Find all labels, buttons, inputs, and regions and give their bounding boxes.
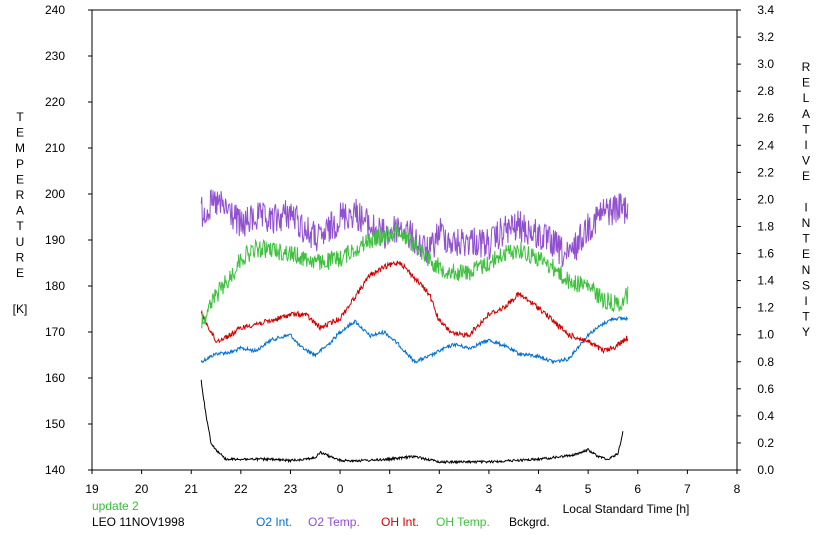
series-layer — [200, 189, 629, 465]
x-tick-label: 3 — [486, 482, 493, 496]
x-tick-label: 5 — [585, 482, 592, 496]
right-tick-label: 0.8 — [757, 355, 774, 369]
right-tick-label: 1.0 — [757, 328, 774, 342]
legend-item: O2 Temp. — [308, 515, 360, 529]
right-tick-label: 0.6 — [757, 382, 774, 396]
axis-title-letter: S — [802, 278, 810, 292]
left-tick-label: 240 — [45, 3, 65, 17]
right-tick-label: 3.4 — [757, 3, 774, 17]
right-tick-label: 1.6 — [757, 247, 774, 261]
axis-title-letter: L — [803, 91, 810, 105]
x-tick-label: 0 — [337, 482, 344, 496]
left-tick-label: 160 — [45, 371, 65, 385]
axis-title-letter: E — [16, 172, 24, 186]
right-tick-label: 3.2 — [757, 30, 774, 44]
left-tick-label: 190 — [45, 233, 65, 247]
legend-item: OH Temp. — [436, 515, 490, 529]
right-tick-label: 2.2 — [757, 165, 774, 179]
axis-title-letter: R — [802, 60, 811, 74]
left-tick-label: 170 — [45, 325, 65, 339]
axis-title-letter: M — [15, 141, 25, 155]
right-tick-label: 2.4 — [757, 138, 774, 152]
series-line-o2-temp — [200, 189, 629, 267]
left-tick-label: 150 — [45, 417, 65, 431]
x-axis: 19 20 21 22 23 0 1 2 3 4 5 6 7 8 — [85, 470, 741, 496]
x-tick-label: 4 — [535, 482, 542, 496]
left-tick-label: 200 — [45, 187, 65, 201]
series-line-o2-int — [200, 315, 629, 365]
legend-item: O2 Int. — [256, 515, 293, 529]
axis-title-letter: E — [16, 266, 24, 280]
axis-title-letter: E — [16, 126, 24, 140]
x-tick-label: 1 — [386, 482, 393, 496]
right-tick-label: 3.0 — [757, 57, 774, 71]
left-tick-label: 140 — [45, 463, 65, 477]
left-axis: 140 150 160 170 180 190 200 210 220 230 240 — [45, 3, 92, 477]
axis-title-letter: T — [16, 219, 24, 233]
axis-title-letter: R — [16, 250, 25, 264]
x-tick-label: 20 — [135, 482, 149, 496]
series-line-oh-int — [200, 260, 629, 355]
axis-title-letter: I — [804, 138, 807, 152]
axis-title-letter: A — [802, 107, 810, 121]
right-tick-label: 2.6 — [757, 111, 774, 125]
plot-frame — [91, 9, 738, 471]
x-tick-label: 19 — [85, 482, 99, 496]
axis-title-letter: T — [802, 310, 810, 324]
axis-title-letter: I — [804, 294, 807, 308]
left-tick-label: 210 — [45, 141, 65, 155]
axis-title-letter: T — [802, 232, 810, 246]
right-tick-label: 0.2 — [757, 436, 774, 450]
axis-title-letter: E — [802, 169, 810, 183]
right-tick-label: 0.0 — [757, 463, 774, 477]
axis-title-letter: P — [16, 157, 24, 171]
x-tick-label: 2 — [436, 482, 443, 496]
axis-title-letter: Y — [802, 325, 810, 339]
y-axis-left-unit: [K] — [13, 302, 28, 316]
update-note: update 2 — [92, 499, 139, 513]
legend-item: Bckgrd. — [509, 515, 550, 529]
x-tick-label: 8 — [734, 482, 741, 496]
right-tick-label: 1.2 — [757, 301, 774, 315]
right-tick-label: 0.4 — [757, 409, 774, 423]
legend-item: OH Int. — [381, 515, 420, 529]
x-tick-label: 7 — [684, 482, 691, 496]
series-line-oh-temp — [201, 224, 629, 329]
station-date: LEO 11NOV1998 — [92, 515, 185, 529]
axis-title-letter: I — [804, 200, 807, 214]
x-axis-label: Local Standard Time [h] — [563, 502, 690, 516]
axis-title-letter: A — [16, 204, 24, 218]
right-tick-label: 2.8 — [757, 84, 774, 98]
axis-title-letter: U — [16, 235, 25, 249]
x-tick-label: 21 — [185, 482, 199, 496]
axis-title-letter: N — [802, 216, 811, 230]
axis-title-letter: T — [16, 110, 24, 124]
axis-title-letter: T — [802, 122, 810, 136]
right-axis: 0.0 0.2 0.4 0.6 0.8 1.0 1.2 1.4 1.6 1.8 2.0 2.2 2.4 2… — [737, 3, 774, 477]
axis-title-letter: E — [802, 247, 810, 261]
axis-title-letter: E — [802, 76, 810, 90]
left-tick-label: 230 — [45, 49, 65, 63]
left-tick-label: 220 — [45, 95, 65, 109]
right-tick-label: 1.8 — [757, 219, 774, 233]
right-tick-label: 2.0 — [757, 192, 774, 206]
axis-title-letter: N — [802, 263, 811, 277]
axis-title-letter: R — [16, 188, 25, 202]
right-tick-label: 1.4 — [757, 274, 774, 288]
series-line-bckgrd — [200, 379, 624, 465]
axis-title-letter: V — [802, 154, 810, 168]
x-tick-label: 23 — [284, 482, 298, 496]
x-tick-label: 6 — [634, 482, 641, 496]
left-tick-label: 180 — [45, 279, 65, 293]
x-tick-label: 22 — [234, 482, 248, 496]
